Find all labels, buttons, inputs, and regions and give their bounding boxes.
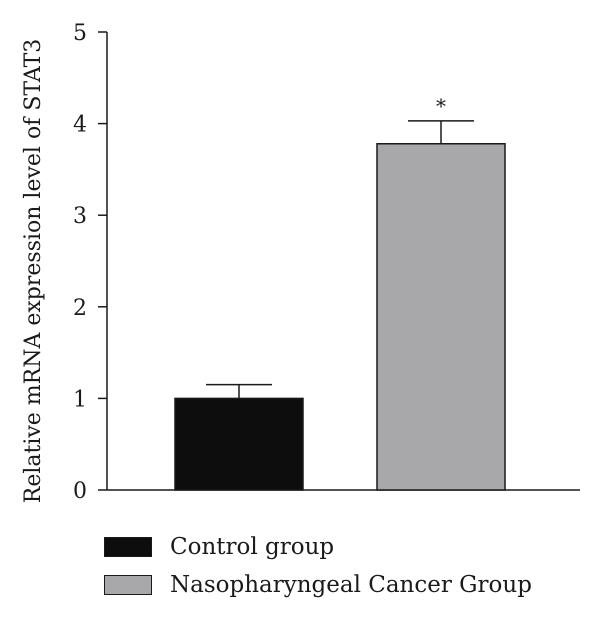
legend-item-cancer: Nasopharyngeal Cancer Group [104,568,532,602]
legend-swatch-cancer [104,575,152,595]
y-axis-label: Relative mRNA expression level of STAT3 [21,39,46,504]
y-tick-label: 1 [73,387,87,412]
bars: * [174,94,506,491]
y-tick-label: 3 [73,204,87,229]
bar-0 [174,397,304,491]
significance-marker: * [436,94,446,118]
bar-chart: 0 1 2 3 4 5 * Relative mRNA expression level … [21,21,580,504]
legend-label-control: Control group [170,534,335,560]
legend-swatch-control [104,537,152,557]
bar-1 [376,143,506,491]
y-tick-label: 2 [73,296,87,321]
legend-item-control: Control group [104,530,532,564]
legend: Control group Nasopharyngeal Cancer Grou… [104,530,532,606]
legend-label-cancer: Nasopharyngeal Cancer Group [170,572,532,598]
y-tick-label: 4 [73,113,87,138]
y-tick-label: 5 [73,21,87,46]
y-tick-label: 0 [73,479,87,504]
